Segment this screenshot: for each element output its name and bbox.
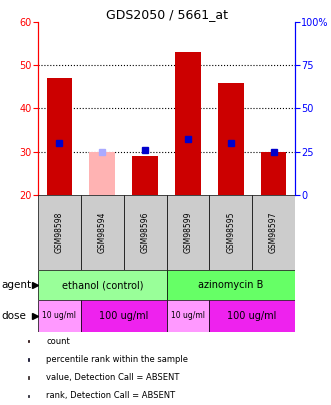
Bar bbox=[81, 300, 166, 332]
Text: azinomycin B: azinomycin B bbox=[198, 280, 263, 290]
Bar bbox=[166, 300, 209, 332]
Text: GSM98594: GSM98594 bbox=[98, 212, 107, 253]
Bar bbox=[209, 300, 295, 332]
Bar bbox=[252, 195, 295, 270]
Bar bbox=[28, 376, 29, 379]
Bar bbox=[28, 340, 29, 342]
Bar bbox=[28, 394, 29, 397]
Text: 10 ug/ml: 10 ug/ml bbox=[171, 311, 205, 320]
Text: agent: agent bbox=[2, 280, 32, 290]
Text: GSM98596: GSM98596 bbox=[141, 212, 150, 253]
Text: dose: dose bbox=[2, 311, 26, 321]
Text: count: count bbox=[46, 337, 70, 345]
Text: GSM98597: GSM98597 bbox=[269, 212, 278, 253]
Text: percentile rank within the sample: percentile rank within the sample bbox=[46, 355, 188, 364]
Title: GDS2050 / 5661_at: GDS2050 / 5661_at bbox=[106, 8, 227, 21]
Text: 10 ug/ml: 10 ug/ml bbox=[42, 311, 76, 320]
Text: value, Detection Call = ABSENT: value, Detection Call = ABSENT bbox=[46, 373, 180, 382]
Bar bbox=[28, 358, 29, 360]
Bar bbox=[89, 152, 115, 195]
Text: 100 ug/ml: 100 ug/ml bbox=[227, 311, 277, 321]
Bar bbox=[38, 195, 81, 270]
Bar bbox=[38, 300, 81, 332]
Bar bbox=[218, 83, 244, 195]
Bar bbox=[124, 195, 166, 270]
Bar bbox=[166, 195, 209, 270]
Text: rank, Detection Call = ABSENT: rank, Detection Call = ABSENT bbox=[46, 391, 175, 401]
Text: ethanol (control): ethanol (control) bbox=[62, 280, 143, 290]
Bar bbox=[38, 270, 166, 300]
Bar bbox=[175, 52, 201, 195]
Bar bbox=[47, 78, 72, 195]
Bar bbox=[261, 152, 286, 195]
Bar bbox=[132, 156, 158, 195]
Bar bbox=[81, 195, 124, 270]
Text: 100 ug/ml: 100 ug/ml bbox=[99, 311, 148, 321]
Text: GSM98595: GSM98595 bbox=[226, 212, 235, 253]
Text: GSM98599: GSM98599 bbox=[183, 212, 192, 253]
Bar bbox=[209, 195, 252, 270]
Bar bbox=[166, 270, 295, 300]
Text: GSM98598: GSM98598 bbox=[55, 212, 64, 253]
